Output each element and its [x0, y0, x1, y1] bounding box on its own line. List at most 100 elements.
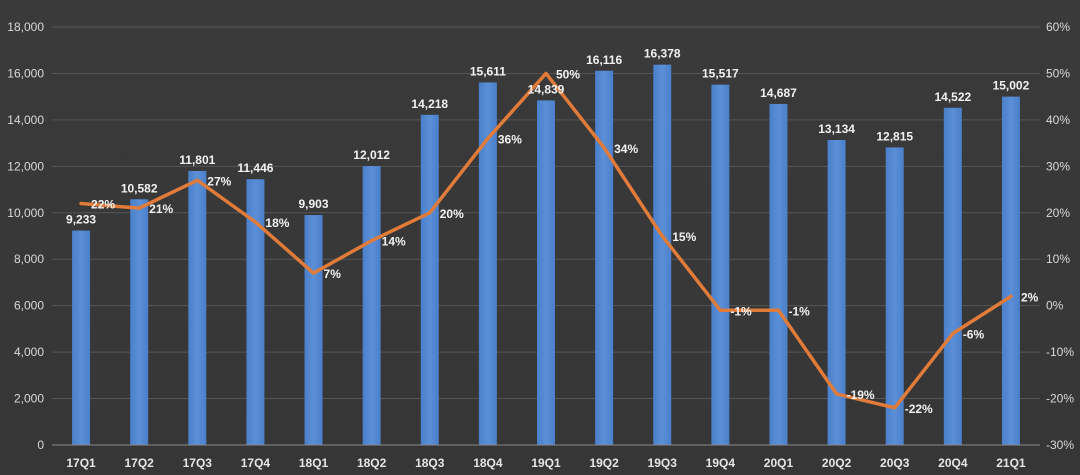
growth-value-label: 21%	[149, 202, 173, 216]
left-axis-tick-label: 8,000	[14, 252, 44, 266]
left-axis-tick-label: 6,000	[14, 299, 44, 313]
x-axis-tick-label: 19Q3	[648, 456, 678, 470]
bar	[362, 166, 381, 445]
growth-point	[253, 220, 257, 224]
bar-value-label: 16,116	[586, 53, 622, 67]
bar	[827, 139, 846, 445]
growth-value-label: 7%	[324, 267, 342, 281]
x-axis-tick-label: 20Q2	[822, 456, 852, 470]
bar	[885, 147, 904, 445]
growth-point	[776, 308, 780, 312]
growth-point	[544, 71, 548, 75]
bar	[943, 107, 962, 445]
growth-point	[486, 136, 490, 140]
bar-value-label: 14,839	[528, 82, 565, 96]
axes: 0 2,000 4,000 6,000 8,000 10,000 12,000 14,000 1…	[7, 20, 1074, 470]
left-axis-tick-label: 4,000	[14, 345, 44, 359]
growth-point	[893, 406, 897, 410]
right-axis-tick-label: 10%	[1046, 252, 1070, 266]
x-axis-tick-label: 17Q3	[183, 456, 213, 470]
growth-value-label: -1%	[788, 304, 810, 318]
bar	[188, 170, 207, 445]
growth-value-label: 27%	[207, 174, 231, 188]
bar-value-label: 10,582	[121, 181, 158, 195]
growth-point	[79, 201, 83, 205]
bar-value-label: 15,002	[993, 79, 1030, 93]
data-labels: 9,233 10,582 11,801 11,446 9,903 12,012 14,218…	[66, 47, 1039, 416]
bar-value-label: 12,815	[876, 129, 913, 143]
right-axis-tick-label: 60%	[1046, 20, 1070, 34]
growth-value-label: -22%	[905, 402, 933, 416]
bar-value-label: 15,517	[702, 67, 739, 81]
growth-point	[1009, 294, 1013, 298]
growth-point	[951, 332, 955, 336]
right-axis-tick-label: 0%	[1046, 299, 1064, 313]
bar	[130, 199, 149, 445]
growth-point	[370, 239, 374, 243]
bar	[246, 179, 265, 446]
x-axis-tick-label: 20Q4	[938, 456, 968, 470]
x-axis-tick-label: 19Q1	[531, 456, 561, 470]
growth-point	[660, 234, 664, 238]
left-axis-tick-label: 18,000	[7, 20, 44, 34]
left-axis-tick-label: 16,000	[7, 66, 44, 80]
left-axis-tick-label: 12,000	[7, 159, 44, 173]
growth-value-label: 14%	[382, 235, 406, 249]
bar-value-label: 14,218	[411, 97, 448, 111]
growth-point	[718, 308, 722, 312]
left-axis-tick-label: 14,000	[7, 113, 44, 127]
growth-value-label: 20%	[440, 207, 464, 221]
right-axis-tick-label: -30%	[1046, 438, 1074, 452]
growth-point	[137, 206, 141, 210]
growth-value-label: 34%	[614, 142, 638, 156]
bar	[653, 64, 672, 445]
x-axis-tick-label: 20Q3	[880, 456, 910, 470]
x-axis-tick-label: 18Q2	[357, 456, 387, 470]
x-axis-tick-label: 17Q1	[66, 456, 96, 470]
x-axis-tick-label: 18Q3	[415, 456, 445, 470]
growth-value-label: 18%	[265, 216, 289, 230]
bar-value-label: 9,903	[299, 197, 329, 211]
growth-value-label: -19%	[847, 388, 875, 402]
right-axis-tick-label: -10%	[1046, 345, 1074, 359]
bar	[769, 103, 788, 446]
bar-value-label: 9,233	[66, 213, 96, 227]
x-axis-tick-label: 21Q1	[996, 456, 1026, 470]
growth-value-label: 2%	[1021, 290, 1039, 304]
bar	[595, 70, 614, 445]
left-axis-tick-label: 2,000	[14, 392, 44, 406]
growth-value-label: 36%	[498, 132, 522, 146]
bar	[72, 230, 91, 445]
growth-line-series	[79, 71, 1013, 410]
left-axis-tick-label: 0	[37, 438, 44, 452]
x-axis-tick-label: 19Q2	[589, 456, 619, 470]
growth-value-label: 22%	[91, 197, 115, 211]
bar-value-label: 13,134	[818, 122, 855, 136]
bar-value-label: 14,687	[760, 86, 797, 100]
x-axis-tick-label: 20Q1	[764, 456, 794, 470]
right-axis-tick-label: 50%	[1046, 66, 1070, 80]
bar-value-label: 14,522	[934, 90, 971, 104]
x-axis-tick-label: 17Q2	[124, 456, 154, 470]
x-axis-tick-label: 19Q4	[706, 456, 736, 470]
bar	[478, 82, 497, 445]
bar	[711, 84, 730, 446]
bar-value-label: 11,801	[179, 153, 215, 167]
bar	[304, 215, 323, 445]
growth-value-label: -6%	[963, 328, 985, 342]
bar-value-label: 15,611	[470, 64, 506, 78]
growth-point	[835, 392, 839, 396]
bar	[537, 100, 555, 445]
x-axis-tick-label: 18Q4	[473, 456, 503, 470]
growth-value-label: 15%	[672, 230, 696, 244]
growth-point	[602, 146, 606, 150]
bar-value-label: 12,012	[353, 148, 390, 162]
bar-value-label: 11,446	[237, 161, 273, 175]
x-axis-tick-label: 18Q1	[299, 456, 329, 470]
bar-value-label: 16,378	[644, 47, 681, 61]
right-axis-tick-label: 20%	[1046, 206, 1070, 220]
growth-point	[195, 178, 199, 182]
right-axis-tick-label: 30%	[1046, 159, 1070, 173]
